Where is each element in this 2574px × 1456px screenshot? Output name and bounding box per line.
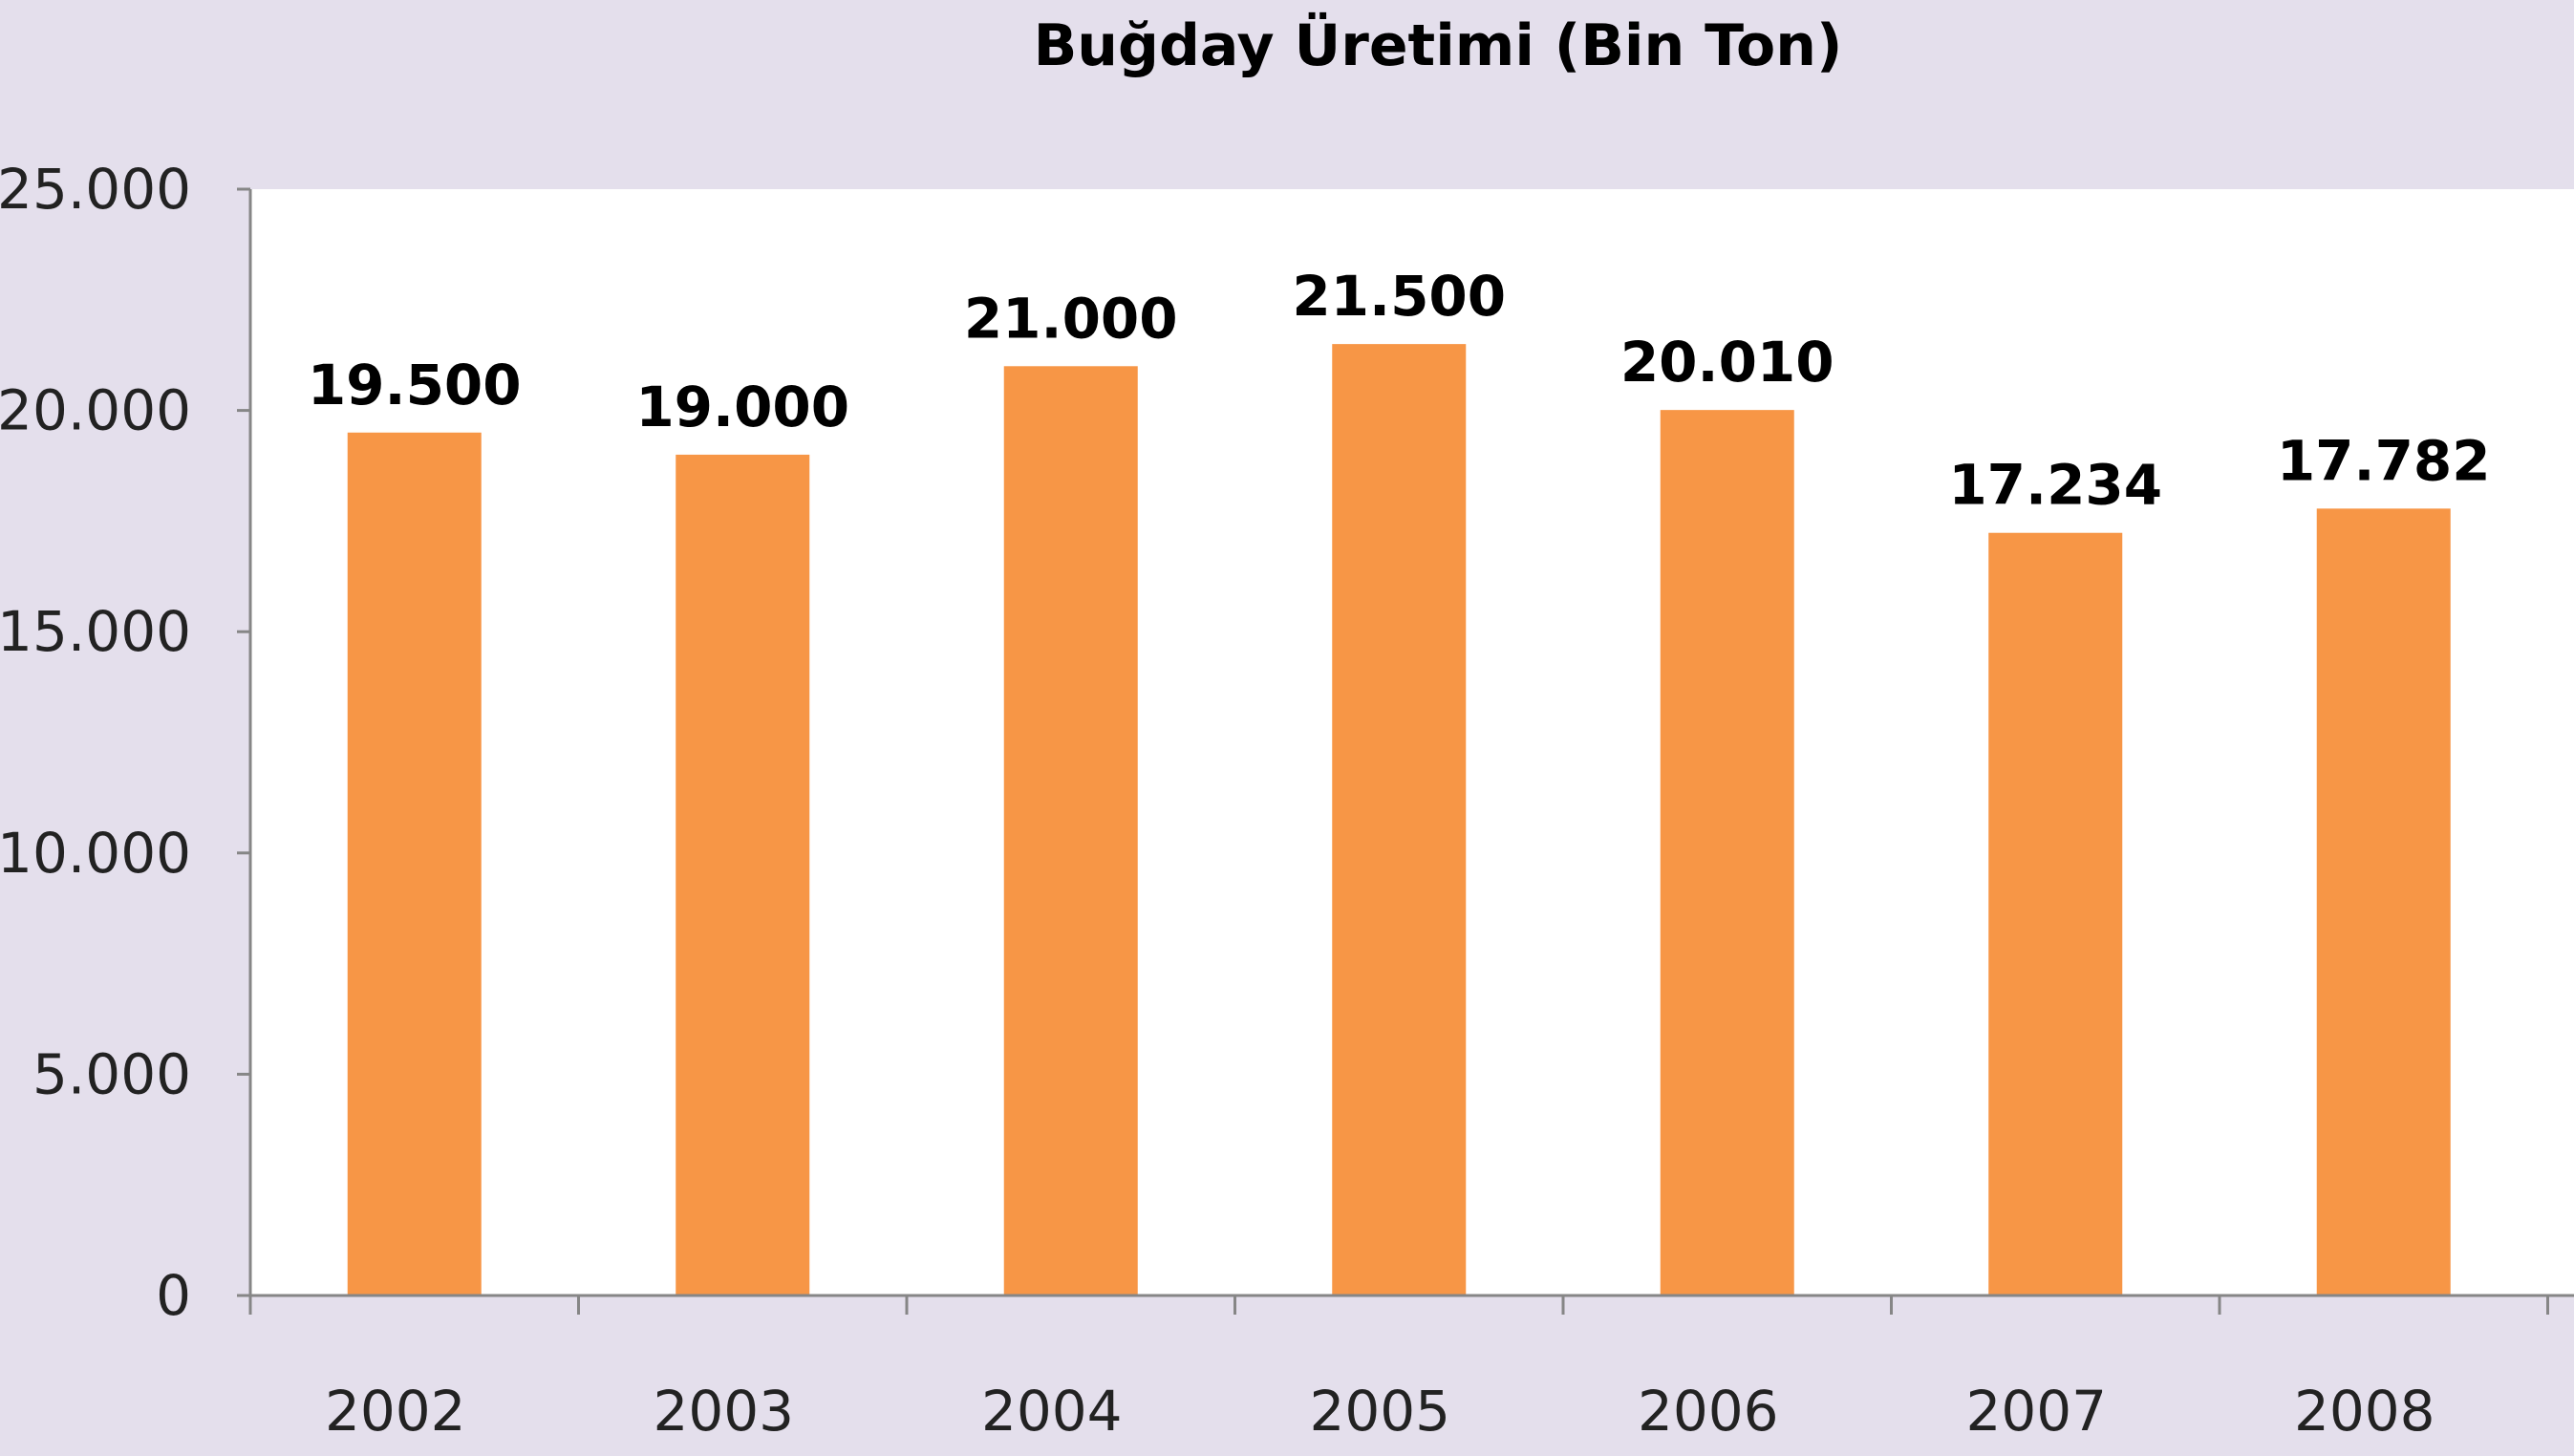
- y-tick-label: 10.000: [0, 821, 191, 886]
- x-tick-label-2006: 2006: [1638, 1379, 1779, 1444]
- x-tick-label-2008: 2008: [2294, 1379, 2435, 1444]
- bar-2008: [2316, 508, 2451, 1295]
- bar-2006: [1660, 410, 1794, 1295]
- data-label-2008: 17.782: [2277, 428, 2491, 493]
- bar-2004: [1003, 366, 1138, 1295]
- x-tick-label-2003: 2003: [653, 1379, 794, 1444]
- data-label-2006: 20.010: [1620, 330, 1834, 395]
- x-tick-label-2007: 2007: [1965, 1379, 2107, 1444]
- y-tick-label: 5.000: [32, 1041, 191, 1106]
- bar-2003: [676, 454, 810, 1295]
- y-tick-label: 20.000: [0, 378, 191, 443]
- data-label-2003: 19.000: [635, 375, 849, 439]
- data-label-2007: 17.234: [1948, 453, 2162, 518]
- bar-2007: [1988, 532, 2123, 1295]
- x-tick-label-2005: 2005: [1309, 1379, 1450, 1444]
- y-tick-label: 0: [156, 1263, 191, 1328]
- x-axis: 2002 2003 2004 2005 2006 2007 2008: [248, 1294, 2574, 1444]
- x-tick-label-2004: 2004: [981, 1379, 1123, 1444]
- chart-title: Buğday Üretimi (Bin Ton): [1034, 11, 1843, 79]
- x-tick-label-2002: 2002: [325, 1379, 466, 1444]
- data-label-2005: 21.500: [1292, 264, 1506, 329]
- y-tick-label: 25.000: [0, 157, 191, 222]
- data-label-2002: 19.500: [308, 353, 522, 418]
- data-labels-group: 19.500 19.000 21.000 21.500 20.010 17.234 17.7…: [308, 264, 2491, 518]
- bar-2002: [347, 432, 482, 1295]
- bar-2005: [1332, 344, 1467, 1295]
- data-label-2004: 21.000: [964, 286, 1178, 351]
- bars-group: [347, 344, 2451, 1295]
- y-axis: 0 5.000 10.000 15.000 20.000 25.000: [0, 157, 252, 1328]
- y-tick-label: 15.000: [0, 599, 191, 664]
